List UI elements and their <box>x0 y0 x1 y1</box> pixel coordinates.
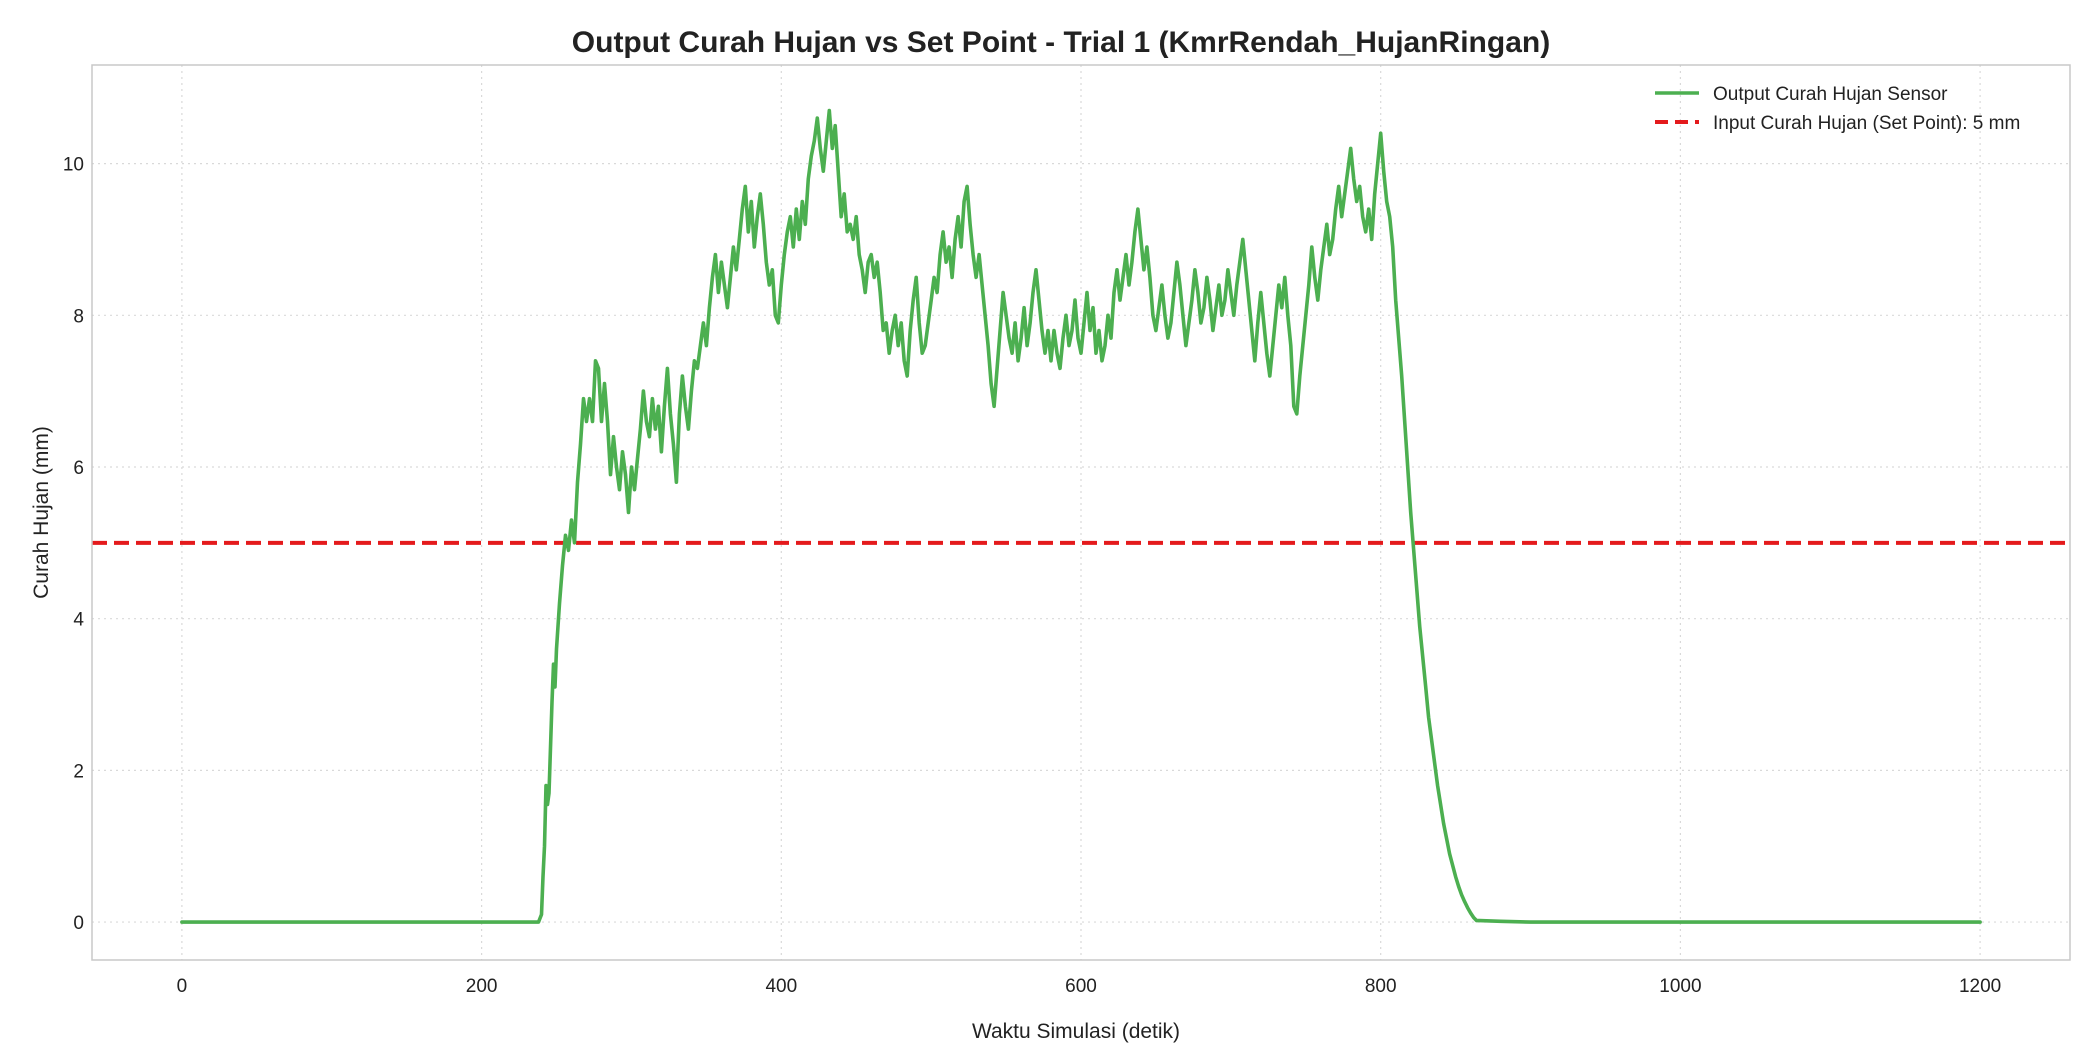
tick-labels: 0 200 400 600 800 1000 1200 0 2 4 6 8 10 <box>63 155 2001 997</box>
y-tick-label: 0 <box>73 913 84 934</box>
x-tick-label: 0 <box>177 976 188 997</box>
legend-label-output: Output Curah Hujan Sensor <box>1713 84 1948 105</box>
y-tick-label: 8 <box>73 306 84 327</box>
x-tick-label: 600 <box>1065 976 1097 997</box>
x-tick-label: 1000 <box>1659 976 1701 997</box>
x-tick-label: 200 <box>466 976 498 997</box>
x-tick-label: 1200 <box>1959 976 2001 997</box>
y-tick-label: 10 <box>63 155 84 176</box>
y-tick-label: 4 <box>73 610 84 631</box>
grid <box>92 65 2070 960</box>
x-tick-label: 800 <box>1365 976 1397 997</box>
y-tick-label: 6 <box>73 458 84 479</box>
plot-frame <box>91 64 2071 961</box>
legend-label-setpoint: Input Curah Hujan (Set Point): 5 mm <box>1713 113 2020 134</box>
x-axis-label: Waktu Simulasi (detik) <box>972 1020 1180 1043</box>
y-axis-label: Curah Hujan (mm) <box>30 426 53 599</box>
output-series-line <box>180 108 1982 924</box>
chart-title: Output Curah Hujan vs Set Point - Trial … <box>572 26 1550 59</box>
x-tick-label: 400 <box>765 976 797 997</box>
y-tick-label: 2 <box>73 761 84 782</box>
legend: Output Curah Hujan Sensor Input Curah Hu… <box>1655 84 2020 134</box>
series-layer <box>180 108 1982 924</box>
